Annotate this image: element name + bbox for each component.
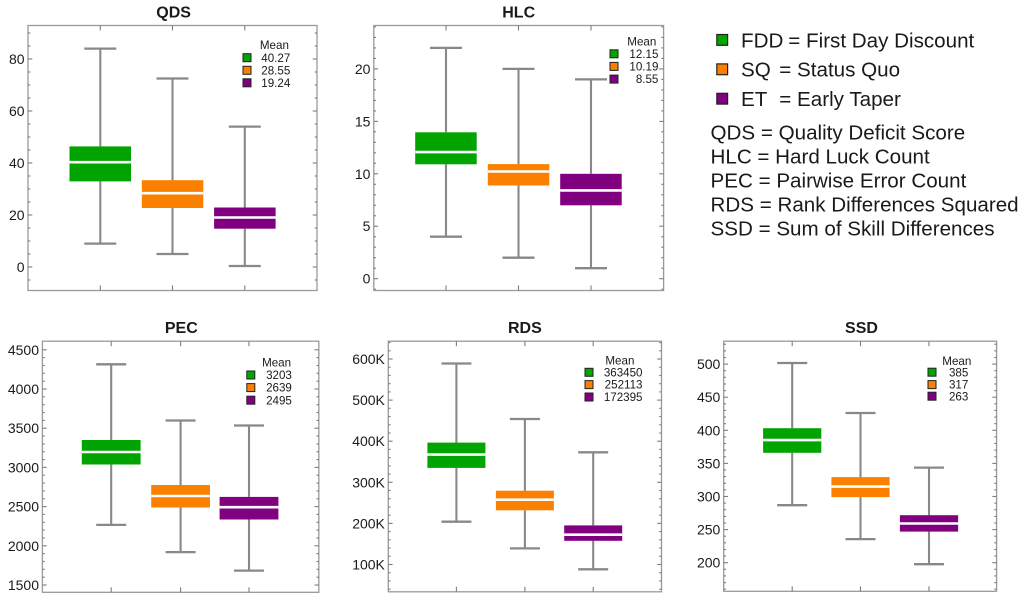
svg-text:Mean: Mean <box>627 36 656 49</box>
svg-text:Mean: Mean <box>942 355 971 368</box>
svg-text:Mean: Mean <box>262 357 291 370</box>
svg-text:SSD: SSD <box>845 320 878 337</box>
svg-text:SSD = Sum of Skill Differences: SSD = Sum of Skill Differences <box>711 217 995 240</box>
svg-text:2495: 2495 <box>266 394 292 407</box>
svg-text:263: 263 <box>949 390 968 403</box>
svg-text:HLC: HLC <box>502 5 535 22</box>
svg-text:= First Day Discount: = First Day Discount <box>788 29 974 52</box>
svg-text:= Status Quo: = Status Quo <box>779 59 900 82</box>
svg-text:PEC: PEC <box>165 320 198 337</box>
svg-text:2000: 2000 <box>8 538 39 554</box>
svg-text:300K: 300K <box>352 474 385 490</box>
svg-text:40: 40 <box>9 155 25 171</box>
svg-text:20: 20 <box>355 61 371 77</box>
svg-text:317: 317 <box>949 379 968 392</box>
svg-text:172395: 172395 <box>604 391 643 404</box>
svg-text:1500: 1500 <box>8 577 39 593</box>
svg-text:400: 400 <box>697 422 721 438</box>
svg-text:RDS = Rank Differences Squared: RDS = Rank Differences Squared <box>711 193 1019 216</box>
svg-text:SQ: SQ <box>741 59 771 82</box>
svg-text:QDS = Quality Deficit Score: QDS = Quality Deficit Score <box>711 122 966 145</box>
svg-text:3000: 3000 <box>8 459 39 475</box>
svg-text:500: 500 <box>697 356 721 372</box>
svg-text:0: 0 <box>363 271 371 287</box>
svg-text:19.24: 19.24 <box>261 77 291 90</box>
svg-text:3500: 3500 <box>8 420 39 436</box>
svg-text:500K: 500K <box>352 392 385 408</box>
svg-text:2500: 2500 <box>8 499 39 515</box>
svg-text:FDD: FDD <box>741 29 783 52</box>
svg-text:100K: 100K <box>352 557 385 573</box>
svg-text:450: 450 <box>697 389 721 405</box>
svg-text:0: 0 <box>17 259 25 275</box>
svg-text:4500: 4500 <box>8 342 39 358</box>
svg-text:HLC = Hard Luck Count: HLC = Hard Luck Count <box>711 146 930 169</box>
svg-text:3203: 3203 <box>266 369 292 382</box>
svg-text:PEC = Pairwise Error Count: PEC = Pairwise Error Count <box>711 170 967 193</box>
svg-text:Mean: Mean <box>260 39 289 52</box>
svg-text:8.55: 8.55 <box>636 73 659 86</box>
svg-text:28.55: 28.55 <box>261 64 290 77</box>
svg-text:RDS: RDS <box>508 320 542 337</box>
svg-text:5: 5 <box>363 218 371 234</box>
svg-text:200K: 200K <box>352 515 385 531</box>
svg-text:600K: 600K <box>352 351 385 367</box>
svg-text:200: 200 <box>697 555 721 571</box>
svg-text:250: 250 <box>697 522 721 538</box>
svg-text:60: 60 <box>9 103 25 119</box>
svg-text:350: 350 <box>697 455 721 471</box>
svg-text:363450: 363450 <box>604 366 643 379</box>
svg-text:= Early Taper: = Early Taper <box>779 88 901 111</box>
svg-text:400K: 400K <box>352 433 385 449</box>
svg-text:40.27: 40.27 <box>261 52 290 65</box>
svg-text:252113: 252113 <box>605 379 643 392</box>
svg-text:ET: ET <box>741 88 768 111</box>
svg-text:2639: 2639 <box>266 382 292 395</box>
svg-text:385: 385 <box>949 366 968 379</box>
svg-text:QDS: QDS <box>156 5 191 22</box>
svg-text:10.19: 10.19 <box>629 61 658 74</box>
svg-text:Mean: Mean <box>605 354 634 367</box>
svg-text:20: 20 <box>9 207 25 223</box>
svg-text:12.15: 12.15 <box>629 48 658 61</box>
svg-text:15: 15 <box>355 113 371 129</box>
svg-text:80: 80 <box>9 51 25 67</box>
svg-text:300: 300 <box>697 489 721 505</box>
svg-text:4000: 4000 <box>8 381 39 397</box>
svg-text:10: 10 <box>355 166 371 182</box>
